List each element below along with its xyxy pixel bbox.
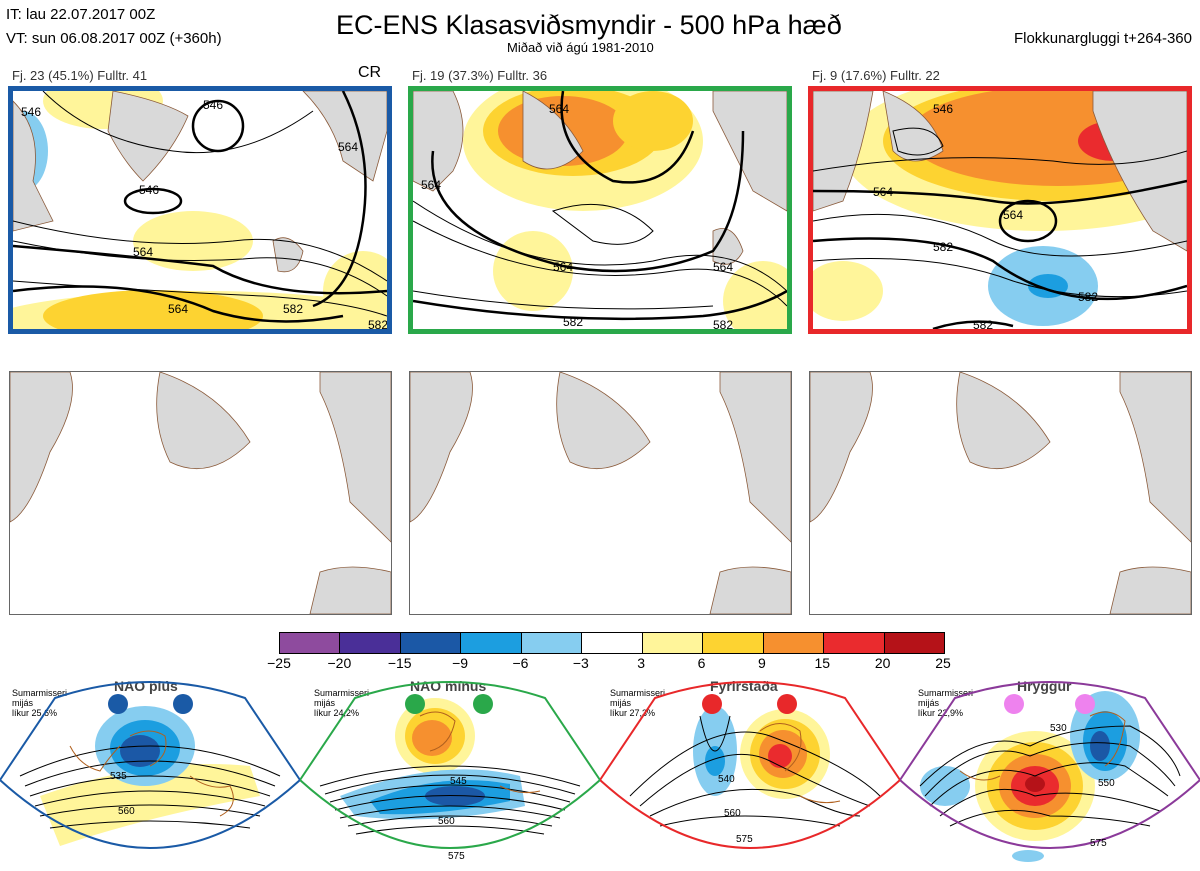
colorbar-tick-label: −3 xyxy=(572,655,589,671)
cluster-3-caption: Fj. 9 (17.6%) Fulltr. 22 xyxy=(812,68,940,83)
cluster-2-map: 564 564 564 564 582 582 xyxy=(408,86,792,334)
colorbar-tick-label: 6 xyxy=(697,655,706,671)
colorbar-swatch xyxy=(641,633,703,653)
contour-label: 582 xyxy=(1078,290,1098,304)
regime-nao-plus: Sumarmisseri mijás líkur 25,6% NAO plús … xyxy=(0,676,300,871)
cluster-1-caption: Fj. 23 (45.1%) Fulltr. 41 xyxy=(12,68,148,83)
contour-label: 564 xyxy=(338,140,358,154)
contour-label: 564 xyxy=(133,245,153,259)
regime-dot xyxy=(473,694,493,714)
page-subtitle: Miðað við ágú 1981-2010 xyxy=(507,40,654,55)
colorbar-swatch xyxy=(520,633,582,653)
regime-contour-label: 530 xyxy=(1050,723,1067,734)
colorbar-swatch xyxy=(280,633,340,653)
cluster-3-map: 546 564 564 582 582 582 xyxy=(808,86,1192,334)
colorbar-tick-label: −15 xyxy=(387,655,412,671)
contour-label: 564 xyxy=(553,260,573,274)
colorbar-swatch xyxy=(460,633,521,653)
contour-label: 564 xyxy=(421,178,441,192)
valid-time: VT: sun 06.08.2017 00Z (+360h) xyxy=(6,30,222,47)
colorbar-tick-label: −9 xyxy=(452,655,469,671)
classification-window: Flokkunargluggi t+264-360 xyxy=(1013,30,1192,47)
regime-contour-label: 550 xyxy=(1098,778,1115,789)
colorbar-swatch xyxy=(339,633,400,653)
empty-map-2 xyxy=(409,371,792,615)
regime-contour-label: 545 xyxy=(450,776,467,787)
regime-nao-minus: Sumarmisseri mijás líkur 24,2% NAO mínus… xyxy=(300,676,600,871)
regime-dot xyxy=(1075,694,1095,714)
colorbar-ticks: −25 −20 −15 −9 −6 −3 3 6 9 15 20 25 xyxy=(259,655,963,673)
colorbar-swatch xyxy=(762,633,824,653)
contour-label: 546 xyxy=(933,102,953,116)
regime-contour-label: 535 xyxy=(110,771,127,782)
regime-dot xyxy=(173,694,193,714)
colorbar-tick-label: 15 xyxy=(814,655,831,671)
contour-label: 582 xyxy=(713,318,733,329)
colorbar-swatch xyxy=(581,633,642,653)
regime-note: Sumarmisseri mijás líkur 24,2% xyxy=(314,688,370,718)
contour-label: 582 xyxy=(563,315,583,329)
colorbar-tick-label: −6 xyxy=(512,655,529,671)
regime-contour-label: 575 xyxy=(1090,838,1107,849)
regime-dot xyxy=(108,694,128,714)
regime-dot xyxy=(1004,694,1024,714)
regime-contour-label: 575 xyxy=(736,834,753,845)
cluster-1-map: 546 546 546 564 564 582 582 564 xyxy=(8,86,392,334)
regime-dot xyxy=(405,694,425,714)
regime-ridge: Sumarmisseri mijás líkur 22,9% Hryggur 5… xyxy=(900,676,1200,871)
regime-contour-label: 560 xyxy=(724,808,741,819)
regime-note: Sumarmisseri mijás líkur 22,9% xyxy=(918,688,974,718)
cluster-1-tag: CR xyxy=(358,64,382,81)
contour-label: 564 xyxy=(1003,208,1023,222)
contour-label: 582 xyxy=(368,318,387,329)
contour-label: 564 xyxy=(168,302,188,316)
contour-label: 546 xyxy=(139,183,159,197)
regime-dot xyxy=(702,694,722,714)
cluster-2-caption: Fj. 19 (37.3%) Fulltr. 36 xyxy=(412,68,548,83)
regime-contour-label: 560 xyxy=(118,806,135,817)
initial-time: IT: lau 22.07.2017 00Z xyxy=(6,6,156,23)
contour-label: 582 xyxy=(283,302,303,316)
contour-label: 564 xyxy=(549,102,569,116)
colorbar-tick-label: 9 xyxy=(758,655,766,671)
regime-contour-label: 540 xyxy=(718,774,735,785)
contour-label: 582 xyxy=(973,318,993,329)
empty-map-3 xyxy=(809,371,1192,615)
contour-label: 546 xyxy=(21,105,41,119)
colorbar-tick-label: −20 xyxy=(327,655,352,671)
colorbar-tick-label: 25 xyxy=(935,655,951,671)
regime-blocking: Sumarmisseri mijás líkur 27,3% Fyrirstað… xyxy=(600,676,900,871)
colorbar-swatch xyxy=(823,633,884,653)
contour-label: 546 xyxy=(203,98,223,112)
contour-label: 582 xyxy=(933,240,953,254)
empty-map-1 xyxy=(9,371,392,615)
colorbar-swatch xyxy=(883,633,944,653)
contour-label: 564 xyxy=(713,260,733,274)
regime-dot xyxy=(777,694,797,714)
colorbar-swatch xyxy=(399,633,461,653)
regime-note: Sumarmisseri mijás líkur 27,3% xyxy=(610,688,666,718)
colorbar-tick-label: 20 xyxy=(874,655,891,671)
page-title: EC-ENS Klasasviðsmyndir - 500 hPa hæð xyxy=(336,10,842,40)
colorbar-tick-label: −25 xyxy=(267,655,291,671)
contour-label: 564 xyxy=(873,185,893,199)
regime-contour-label: 575 xyxy=(448,851,465,862)
regime-contour-label: 560 xyxy=(438,816,455,827)
colorbar xyxy=(279,632,945,654)
colorbar-tick-label: 3 xyxy=(637,655,646,671)
colorbar-swatch xyxy=(702,633,763,653)
